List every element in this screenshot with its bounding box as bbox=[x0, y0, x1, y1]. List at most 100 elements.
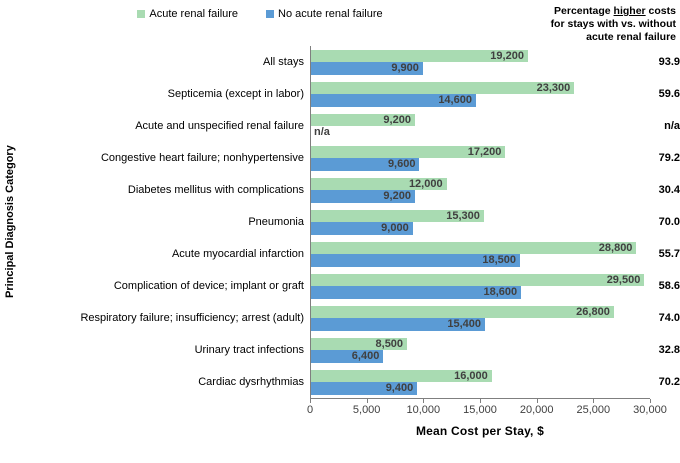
bar-value-label: 6,400 bbox=[351, 350, 380, 363]
bar-value-label: 8,500 bbox=[375, 337, 404, 350]
bar-acute-renal-failure: 23,300 bbox=[311, 81, 575, 94]
bar-rows: All stays 19,200 9,900 93.9 Septicemia (… bbox=[8, 46, 680, 398]
pct-header-line1: Percentage higher costs bbox=[554, 5, 676, 17]
bar-value-label: 23,300 bbox=[536, 81, 571, 94]
x-axis-line bbox=[310, 398, 651, 403]
category-label: Respiratory failure; insufficiency; arre… bbox=[80, 312, 304, 324]
bar-value-label: 19,200 bbox=[490, 49, 524, 62]
legend-item-acute-renal-failure: Acute renal failure bbox=[137, 8, 238, 20]
pct-value: 74.0 bbox=[658, 312, 680, 324]
bar-value-label: 16,000 bbox=[454, 369, 488, 382]
legend-item-no-acute-renal-failure: No acute renal failure bbox=[266, 8, 383, 20]
x-tick-label: 20,000 bbox=[519, 404, 554, 416]
category-label: Complication of device; implant or graft bbox=[113, 280, 304, 292]
bar-acute-renal-failure: 16,000 bbox=[311, 369, 492, 382]
pct-value: 70.2 bbox=[658, 376, 680, 388]
chart-row: Pneumonia 15,300 9,000 70.0 bbox=[8, 206, 680, 238]
pct-value: 32.8 bbox=[658, 344, 680, 356]
category-label: All stays bbox=[263, 56, 304, 68]
bar-value-label: 18,600 bbox=[483, 286, 518, 299]
bar-group: 9,200 n/a bbox=[310, 110, 650, 142]
x-tick-label: 25,000 bbox=[576, 404, 611, 416]
bar-value-label: 29,500 bbox=[606, 273, 641, 286]
bar-value-label: 9,200 bbox=[383, 113, 411, 126]
bar-acute-renal-failure: 15,300 bbox=[311, 209, 484, 222]
chart-body: All stays 19,200 9,900 93.9 Septicemia (… bbox=[8, 46, 680, 438]
chart-row: Diabetes mellitus with complications 12,… bbox=[8, 174, 680, 206]
bar-value-label: 15,400 bbox=[447, 318, 482, 331]
bar-group: 15,300 9,000 bbox=[310, 206, 650, 238]
bar-value-label: 26,800 bbox=[576, 305, 610, 318]
x-tick bbox=[480, 399, 481, 403]
chart-row: Acute myocardial infarction 28,800 18,50… bbox=[8, 238, 680, 270]
chart-row: Congestive heart failure; nonhypertensiv… bbox=[8, 142, 680, 174]
chart-row: Complication of device; implant or graft… bbox=[8, 270, 680, 302]
pct-value: 59.6 bbox=[658, 88, 680, 100]
bar-acute-renal-failure: 26,800 bbox=[311, 305, 614, 318]
pct-value: n/a bbox=[664, 120, 680, 132]
category-label: Acute myocardial infarction bbox=[171, 248, 304, 260]
bar-acute-renal-failure: 17,200 bbox=[311, 145, 506, 158]
pct-column-header: Percentage higher costs for stays with v… bbox=[526, 5, 676, 43]
legend-label: Acute renal failure bbox=[149, 8, 239, 20]
bar-group: 12,000 9,200 bbox=[310, 174, 650, 206]
legend-swatch-green bbox=[137, 10, 146, 18]
bar-group: 28,800 18,500 bbox=[310, 238, 650, 270]
bar-acute-renal-failure: 29,500 bbox=[311, 273, 645, 286]
pct-value: 70.0 bbox=[658, 216, 680, 228]
bar-value-label: 9,200 bbox=[383, 190, 411, 203]
bar-value-label: 14,600 bbox=[438, 94, 472, 107]
pct-value: 58.6 bbox=[658, 280, 680, 292]
bar-no-acute-renal-failure: 6,400 bbox=[311, 350, 384, 363]
category-label: Septicemia (except in labor) bbox=[167, 88, 304, 100]
x-tick bbox=[593, 399, 595, 403]
bar-no-acute-renal-failure: 18,500 bbox=[311, 254, 521, 267]
chart-row: Urinary tract infections 8,500 6,400 32.… bbox=[8, 334, 680, 366]
legend-swatch-blue bbox=[266, 10, 275, 18]
pct-header-line2: for stays with vs. without bbox=[550, 17, 676, 30]
x-tick bbox=[366, 399, 368, 403]
chart-row: Respiratory failure; insufficiency; arre… bbox=[8, 302, 680, 334]
bar-value-label: 28,800 bbox=[598, 241, 633, 254]
x-tick-label: 10,000 bbox=[406, 404, 441, 416]
bar-group: 19,200 9,900 bbox=[310, 46, 650, 78]
legend: Acute renal failure No acute renal failu… bbox=[0, 8, 520, 20]
underlined-word: higher bbox=[613, 5, 646, 17]
bar-value-label: 9,000 bbox=[381, 222, 409, 235]
x-tick bbox=[650, 399, 651, 403]
legend-label: No acute renal failure bbox=[278, 8, 383, 20]
bar-acute-renal-failure: 12,000 bbox=[311, 177, 447, 190]
x-tick bbox=[423, 399, 425, 403]
bar-group: 23,300 14,600 bbox=[310, 78, 650, 110]
bar-value-label: n/a bbox=[314, 126, 330, 139]
chart-row: Acute and unspecified renal failure 9,20… bbox=[8, 110, 680, 142]
category-label: Congestive heart failure; nonhypertensiv… bbox=[100, 152, 304, 164]
chart-row: All stays 19,200 9,900 93.9 bbox=[8, 46, 680, 78]
pct-value: 55.7 bbox=[658, 248, 680, 260]
pct-value: 93.9 bbox=[658, 56, 680, 68]
x-tick-labels-row: 0 5,000 10,000 15,000 20,000 25,000 30,000 bbox=[8, 403, 680, 417]
bar-no-acute-renal-failure: 9,400 bbox=[311, 382, 418, 395]
bar-no-acute-renal-failure: 14,600 bbox=[311, 94, 476, 107]
category-label: Pneumonia bbox=[248, 216, 304, 228]
x-tick bbox=[536, 399, 538, 403]
bar-group: 16,000 9,400 bbox=[310, 366, 650, 398]
bar-acute-renal-failure: 28,800 bbox=[311, 241, 637, 254]
bar-value-label: 12,000 bbox=[408, 177, 443, 190]
bar-acute-renal-failure: 8,500 bbox=[311, 337, 408, 350]
bar-group: 8,500 6,400 bbox=[310, 334, 650, 366]
bar-no-acute-renal-failure: 9,900 bbox=[311, 62, 423, 75]
x-axis-title-row: Mean Cost per Stay, $ bbox=[8, 417, 680, 438]
bar-value-label: 17,200 bbox=[467, 145, 502, 158]
bar-acute-renal-failure: 19,200 bbox=[311, 49, 528, 62]
bar-no-acute-renal-failure: 18,600 bbox=[311, 286, 522, 299]
x-tick-label: 5,000 bbox=[352, 404, 381, 416]
bar-value-label: 18,500 bbox=[482, 254, 517, 267]
bar-group: 26,800 15,400 bbox=[310, 302, 650, 334]
pct-value: 30.4 bbox=[658, 184, 680, 196]
bar-value-label: 9,400 bbox=[385, 382, 414, 395]
bar-value-label: 9,900 bbox=[391, 62, 419, 75]
bar-no-acute-renal-failure: 9,200 bbox=[311, 190, 415, 203]
bar-value-label: 15,300 bbox=[446, 209, 480, 222]
category-label: Urinary tract infections bbox=[194, 344, 304, 356]
